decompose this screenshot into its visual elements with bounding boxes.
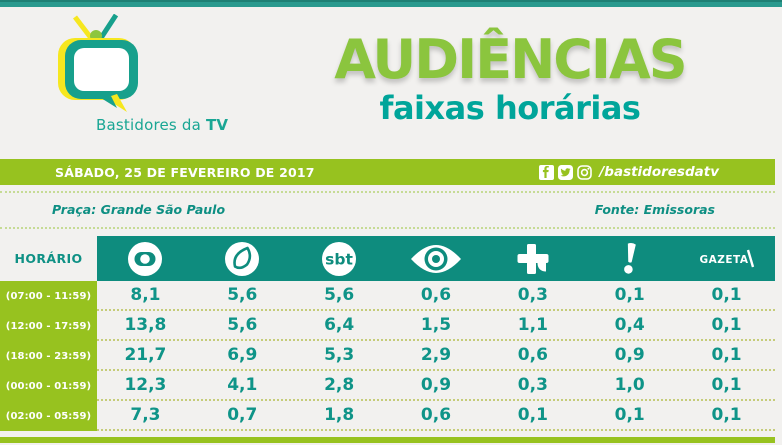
rating-value: 13,8 xyxy=(124,315,167,335)
time-column-header: HORÁRIO xyxy=(14,251,83,266)
rating-value: 0,1 xyxy=(711,405,742,425)
source-label: Fonte: Emissoras xyxy=(594,201,715,217)
rating-value: 6,4 xyxy=(324,315,355,335)
rating-value: 0,1 xyxy=(517,405,548,425)
rating-value: 0,1 xyxy=(614,405,645,425)
time-slot-label: (12:00 - 17:59) xyxy=(5,320,92,332)
rating-value: 5,6 xyxy=(324,285,355,305)
rating-value: 5,6 xyxy=(227,285,258,305)
rating-value: 0,6 xyxy=(420,285,452,305)
rating-value: 2,8 xyxy=(324,375,355,395)
brand-wordmark: Bastidores da TV xyxy=(96,116,228,134)
dotted-divider xyxy=(0,191,775,193)
facebook-icon[interactable] xyxy=(539,164,555,180)
rating-value: 4,1 xyxy=(227,375,258,395)
rating-value: 1,0 xyxy=(614,375,645,395)
table-row: 21,7 6,9 5,3 2,9 0,6 0,9 0,1 xyxy=(97,341,775,371)
social-handle[interactable]: /bastidoresdatv xyxy=(599,164,719,180)
bottom-accent-bar xyxy=(0,437,775,443)
rating-value: 0,6 xyxy=(517,345,548,365)
twitter-icon[interactable] xyxy=(558,164,574,180)
place-label: Praça: Grande São Paulo xyxy=(52,201,226,217)
table-row: 7,3 0,7 1,8 0,6 0,1 0,1 0,1 xyxy=(97,401,775,431)
rating-value: 5,6 xyxy=(227,315,258,335)
date-bar: SÁBADO, 25 DE FEVEREIRO DE 2017 /bastido… xyxy=(0,159,775,185)
rating-value: 1,8 xyxy=(324,405,355,425)
rating-value: 12,3 xyxy=(124,375,167,395)
instagram-icon[interactable] xyxy=(577,164,593,180)
rating-value: 21,7 xyxy=(124,345,167,365)
meta-row: Praça: Grande São Paulo Fonte: Emissoras xyxy=(0,198,775,220)
page-subtitle: faixas horárias xyxy=(379,89,641,127)
social-links: /bastidoresdatv xyxy=(539,164,719,180)
table-row: 8,1 5,6 5,6 0,6 0,3 0,1 0,1 xyxy=(97,281,775,311)
rating-value: 2,9 xyxy=(420,345,452,365)
rating-value: 0,4 xyxy=(614,315,645,335)
ratings-table-body: 8,1 5,6 5,6 0,6 0,3 0,1 0,1 13,8 5,6 6,4… xyxy=(97,281,775,431)
rating-value: 0,7 xyxy=(227,405,258,425)
dotted-divider xyxy=(0,227,775,229)
rating-value: 1,5 xyxy=(420,315,452,335)
rating-value: 0,3 xyxy=(517,375,548,395)
globo-logo-icon xyxy=(97,236,194,281)
rating-value: 0,1 xyxy=(711,285,742,305)
top-accent-bar xyxy=(0,0,782,7)
rating-value: 0,1 xyxy=(711,375,742,395)
gazeta-logo-text: GAZETA xyxy=(699,254,748,266)
redetv-logo-icon xyxy=(581,236,678,281)
rating-value: 0,1 xyxy=(614,285,645,305)
time-slot-label: (02:00 - 05:59) xyxy=(5,410,92,422)
date-text: SÁBADO, 25 DE FEVEREIRO DE 2017 xyxy=(55,164,315,180)
rating-value: 5,3 xyxy=(324,345,355,365)
table-row: 12,3 4,1 2,8 0,9 0,3 1,0 0,1 xyxy=(97,371,775,401)
gazeta-logo-icon: GAZETA xyxy=(678,236,775,281)
rating-value: 0,6 xyxy=(420,405,452,425)
cultura-logo-icon xyxy=(484,236,581,281)
rating-value: 7,3 xyxy=(130,405,161,425)
time-slot-label: (00:00 - 01:59) xyxy=(5,380,92,392)
rating-value: 0,3 xyxy=(517,285,548,305)
time-slot-label: (18:00 - 23:59) xyxy=(5,350,92,362)
sbt-logo-text: sbt xyxy=(325,250,353,268)
rating-value: 0,1 xyxy=(711,345,742,365)
rating-value: 8,1 xyxy=(130,285,161,305)
record-logo-icon xyxy=(194,236,291,281)
sbt-logo-icon: sbt xyxy=(291,236,388,281)
table-row: 13,8 5,6 6,4 1,5 1,1 0,4 0,1 xyxy=(97,311,775,341)
rating-value: 6,9 xyxy=(227,345,258,365)
time-slot-label: (07:00 - 11:59) xyxy=(5,290,92,302)
rating-value: 0,1 xyxy=(711,315,742,335)
brand-name-bold: TV xyxy=(205,116,229,134)
network-header-band: sbt xyxy=(97,236,775,281)
bastidores-tv-icon xyxy=(58,14,138,112)
time-column: (07:00 - 11:59) (12:00 - 17:59) (18:00 -… xyxy=(0,281,97,431)
rating-value: 1,1 xyxy=(517,315,548,335)
brand-name: Bastidores da xyxy=(96,116,206,134)
title-block: AUDIÊNCIAS faixas horárias xyxy=(308,28,712,128)
rating-value: 0,9 xyxy=(614,345,645,365)
page-title: AUDIÊNCIAS xyxy=(334,28,687,91)
band-logo-icon xyxy=(388,236,485,281)
rating-value: 0,9 xyxy=(420,375,452,395)
